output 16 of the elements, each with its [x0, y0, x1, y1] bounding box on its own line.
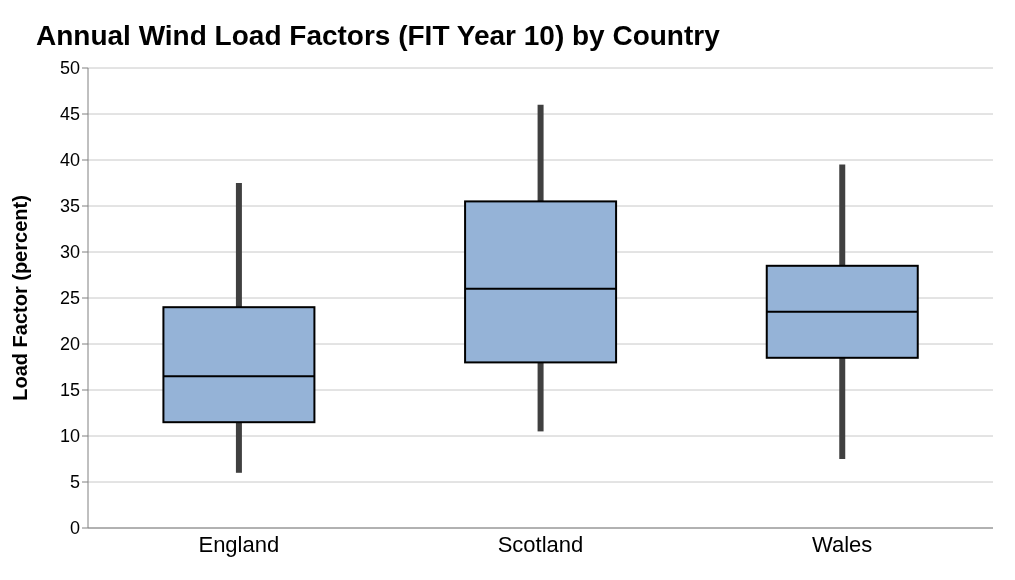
y-axis-title: Load Factor (percent)	[9, 195, 32, 401]
x-tick-label: Wales	[812, 531, 873, 557]
chart-title: Annual Wind Load Factors (FIT Year 10) by Country	[35, 19, 721, 53]
y-tick-label: 15	[59, 380, 80, 401]
y-tick-label: 10	[59, 426, 80, 447]
y-tick-label: 45	[59, 104, 80, 125]
y-tick-label: 20	[59, 334, 80, 355]
x-tick-label: England	[198, 531, 280, 557]
x-tick-label: Scotland	[497, 531, 584, 557]
y-tick-label: 30	[59, 242, 80, 263]
y-tick-label: 35	[59, 196, 80, 217]
y-tick-label: 50	[59, 58, 80, 79]
y-tick-label: 0	[69, 518, 80, 539]
y-tick-label: 25	[59, 288, 80, 309]
y-tick-label: 5	[69, 472, 80, 493]
y-tick-label: 40	[59, 150, 80, 171]
